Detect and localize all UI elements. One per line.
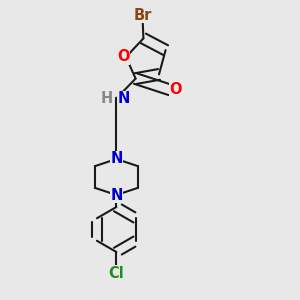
- Text: H: H: [100, 91, 113, 106]
- Text: O: O: [117, 50, 130, 64]
- Text: N: N: [117, 91, 130, 106]
- Text: Br: Br: [133, 8, 152, 22]
- Text: N: N: [110, 151, 123, 166]
- Text: Cl: Cl: [109, 266, 124, 280]
- Text: N: N: [110, 188, 123, 203]
- Text: O: O: [169, 82, 182, 98]
